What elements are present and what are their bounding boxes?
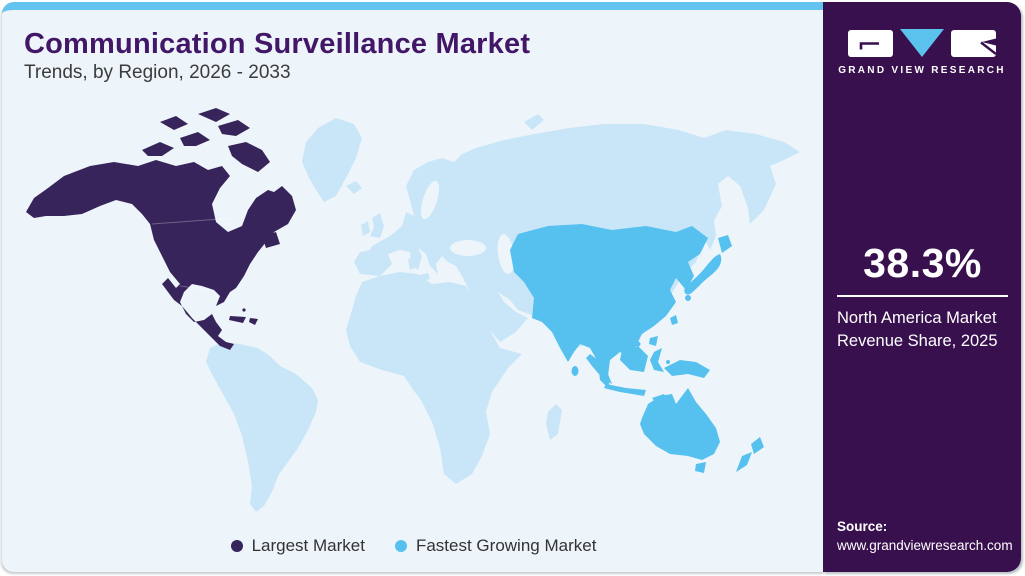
main-card: Communication Surveillance Market Trends… [2, 2, 825, 572]
map-legend: Largest Market Fastest Growing Market [2, 536, 825, 556]
gvr-logo-blocks [823, 28, 1021, 58]
gvr-logo: GRAND VIEW RESEARCH [823, 28, 1021, 76]
logo-letter-v-icon [900, 29, 944, 57]
region-north-america [26, 108, 296, 350]
source-url: www.grandviewresearch.com [837, 538, 1013, 554]
stat-block: 38.3% North America Market Revenue Share… [837, 240, 1008, 354]
region-greenland [302, 118, 362, 202]
page-title: Communication Surveillance Market [24, 28, 531, 60]
interior-seas [420, 180, 515, 274]
logo-letter-r-icon [951, 29, 996, 57]
logo-letter-g-icon [848, 29, 893, 57]
region-africa [346, 272, 562, 484]
gvr-logo-text: GRAND VIEW RESEARCH [838, 65, 1006, 76]
source-label: Source: [837, 519, 888, 535]
stat-label: North America Market Revenue Share, 2025 [837, 307, 1008, 354]
region-south-america [206, 342, 318, 512]
world-map [26, 108, 800, 512]
stat-label-line1: North America Market [837, 309, 997, 327]
legend-item-fastest: Fastest Growing Market [394, 536, 597, 556]
legend-label-fastest-growing: Fastest Growing Market [415, 536, 597, 555]
source-block: Source: www.grandviewresearch.com [837, 518, 1013, 556]
stat-label-line2: Revenue Share, 2025 [837, 332, 998, 351]
legend-dot-fastest-growing [394, 540, 407, 552]
legend-label-largest-market: Largest Market [251, 536, 365, 555]
legend-dot-largest-market [230, 540, 243, 552]
sidebar: GRAND VIEW RESEARCH 38.3% North America … [823, 2, 1021, 572]
page-subtitle: Trends, by Region, 2026 - 2033 [24, 62, 291, 83]
region-asia-pacific [510, 224, 764, 473]
stat-divider [837, 295, 1008, 297]
legend-item-largest: Largest Market [230, 536, 365, 556]
stat-value: 38.3% [863, 240, 982, 286]
